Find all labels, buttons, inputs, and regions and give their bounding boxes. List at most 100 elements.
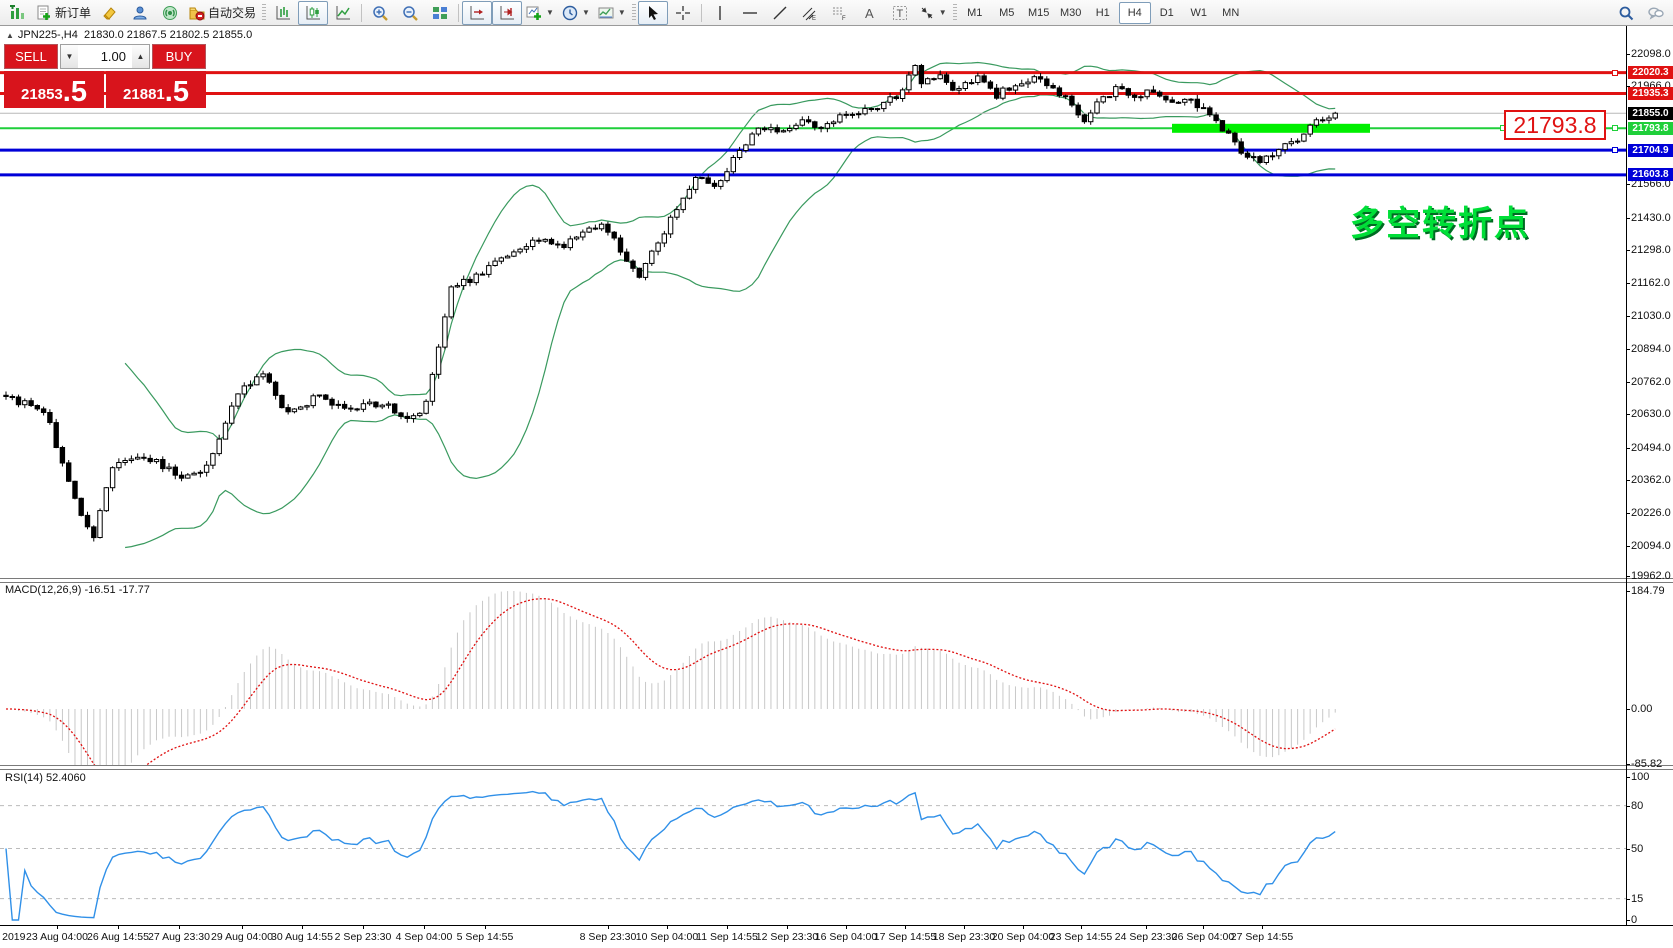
- pane-separator[interactable]: [0, 578, 1673, 583]
- shapes-tool-button[interactable]: ▼: [915, 1, 951, 25]
- time-tick-label: 24 Sep 23:30: [1114, 931, 1178, 943]
- price-tick-label: 21030.0: [1631, 309, 1671, 322]
- candlestick-chart-type-button[interactable]: [298, 0, 329, 25]
- axis-tick-mark: [1626, 217, 1630, 219]
- axis-tick-mark: [424, 925, 425, 929]
- toolbar-drag-handle[interactable]: [631, 3, 636, 22]
- axis-tick-mark: [1626, 349, 1630, 351]
- auto-scroll-button[interactable]: [492, 0, 523, 25]
- signals-button[interactable]: [155, 1, 185, 25]
- rsi-chart[interactable]: [0, 768, 1626, 925]
- volume-stepper: ▼ 1.00 ▲: [60, 44, 150, 69]
- axis-tick-mark: [1146, 925, 1147, 929]
- timeframe-button-h1[interactable]: H1: [1095, 6, 1110, 19]
- price-tick-label: 20094.0: [1631, 539, 1671, 552]
- buy-price-display[interactable]: 21881 .5: [106, 71, 206, 108]
- timeframe-button-m15[interactable]: M15: [1028, 6, 1050, 19]
- crosshair-tool-button[interactable]: [668, 1, 698, 25]
- autotrading-icon: [189, 7, 205, 20]
- axis-tick-mark: [1626, 920, 1630, 921]
- new-order-button[interactable]: 新订单: [32, 1, 95, 25]
- price-tick-label: 20630.0: [1631, 408, 1671, 421]
- timeframe-button-d1[interactable]: D1: [1159, 6, 1174, 19]
- time-tick-label: 26 Sep 04:00: [1171, 931, 1235, 943]
- macd-chart[interactable]: [0, 581, 1626, 765]
- toolbar-drag-handle[interactable]: [952, 3, 957, 22]
- timeframe-button-w1[interactable]: W1: [1190, 6, 1207, 19]
- time-tick-label: 27 Sep 14:55: [1230, 931, 1294, 943]
- timeframe-button-m30[interactable]: M30: [1060, 6, 1082, 19]
- search-button[interactable]: [1611, 1, 1641, 25]
- zoom-in-button[interactable]: [365, 1, 395, 25]
- text-tool-button[interactable]: A: [855, 1, 885, 25]
- macd-signal-line[interactable]: [6, 598, 1336, 765]
- chart-symbol-period: JPN225-,H4: [17, 29, 78, 41]
- axis-tick-mark: [1626, 545, 1630, 547]
- templates-dropdown-caret[interactable]: ▼: [617, 8, 626, 17]
- zoom-out-button[interactable]: [395, 1, 425, 25]
- templates-button[interactable]: ▼: [594, 1, 630, 25]
- axis-tick-mark: [1203, 925, 1204, 929]
- line-endpoint-handle[interactable]: [1612, 125, 1618, 132]
- volume-input[interactable]: 1.00: [78, 45, 132, 68]
- rsi-pane: [0, 768, 1626, 925]
- cursor-tool-button[interactable]: [637, 0, 668, 25]
- line-endpoint-handle[interactable]: [1612, 69, 1618, 76]
- text-label-tool-button[interactable]: T: [885, 1, 915, 25]
- search-icon: [1619, 6, 1634, 20]
- periods-dropdown-caret[interactable]: ▼: [581, 8, 590, 17]
- toolbar-drag-handle[interactable]: [262, 3, 267, 22]
- axis-tick-mark: [363, 925, 364, 929]
- bollinger-lower-band[interactable]: [125, 94, 1336, 549]
- trendline-tool-button[interactable]: [765, 1, 795, 25]
- bar-chart-type-button[interactable]: [268, 1, 298, 25]
- candlestick-chart[interactable]: [0, 26, 1626, 578]
- pivot-highlight-segment[interactable]: [1172, 123, 1370, 133]
- line-endpoint-handle[interactable]: [1612, 147, 1618, 154]
- chat-icon: [1648, 7, 1664, 20]
- indicators-dropdown-caret[interactable]: ▼: [546, 8, 554, 17]
- arrows-icon: [921, 7, 933, 18]
- periods-button[interactable]: ▼: [558, 1, 594, 25]
- shapes-dropdown-caret[interactable]: ▼: [938, 8, 947, 17]
- volume-increase-button[interactable]: ▲: [132, 45, 149, 68]
- equidistant-channel-tool-button[interactable]: E: [795, 1, 825, 25]
- collapse-panel-icon[interactable]: ▲: [6, 31, 14, 40]
- line-chart-icon: [336, 5, 351, 19]
- vertical-line-tool-button[interactable]: [705, 1, 735, 25]
- rsi-line[interactable]: [5, 790, 1336, 921]
- volume-decrease-button[interactable]: ▼: [61, 45, 78, 68]
- chart-annotation-text[interactable]: 多空转折点: [1350, 205, 1530, 243]
- layouts-button[interactable]: [95, 1, 125, 25]
- sell-price-display[interactable]: 21853 .5: [4, 71, 104, 108]
- macd-label: MACD(12,26,9) -16.51 -17.77: [5, 584, 150, 596]
- timeframe-button-m1[interactable]: M1: [967, 6, 983, 19]
- chart-shift-icon: [470, 5, 485, 19]
- timeframe-button-m5[interactable]: M5: [999, 6, 1015, 19]
- candles-group[interactable]: [3, 63, 1338, 542]
- axis-tick-mark: [1626, 576, 1630, 577]
- sell-button[interactable]: SELL: [4, 44, 58, 69]
- add-indicator-icon: [526, 6, 542, 20]
- price-callout-label[interactable]: 21793.8: [1504, 110, 1606, 140]
- chart-shift-button[interactable]: [462, 0, 493, 25]
- price-level-badge: 21855.0: [1628, 106, 1673, 120]
- timeframe-button-h4[interactable]: H4: [1118, 1, 1151, 24]
- market-watch-button[interactable]: [125, 1, 155, 25]
- chat-button[interactable]: [1641, 1, 1671, 25]
- horizontal-line-tool-button[interactable]: [735, 1, 765, 25]
- time-tick-label: 23 Aug 04:00: [26, 931, 88, 943]
- fibonacci-tool-button[interactable]: F: [825, 1, 855, 25]
- line-chart-type-button[interactable]: [328, 1, 358, 25]
- timeframe-button-mn[interactable]: MN: [1222, 6, 1240, 19]
- axis-tick-mark: [905, 925, 906, 929]
- buy-button[interactable]: BUY: [152, 44, 206, 69]
- rsi-tick-label: 0: [1631, 914, 1638, 926]
- autotrading-button[interactable]: 自动交易: [185, 1, 260, 25]
- tile-windows-button[interactable]: [425, 1, 455, 25]
- time-tick-label: 20 Sep 04:00: [991, 931, 1055, 943]
- indicators-button[interactable]: ▼: [522, 1, 558, 25]
- axis-tick-mark: [1626, 848, 1630, 850]
- bollinger-upper-band[interactable]: [124, 61, 1336, 441]
- pane-separator[interactable]: [0, 765, 1673, 770]
